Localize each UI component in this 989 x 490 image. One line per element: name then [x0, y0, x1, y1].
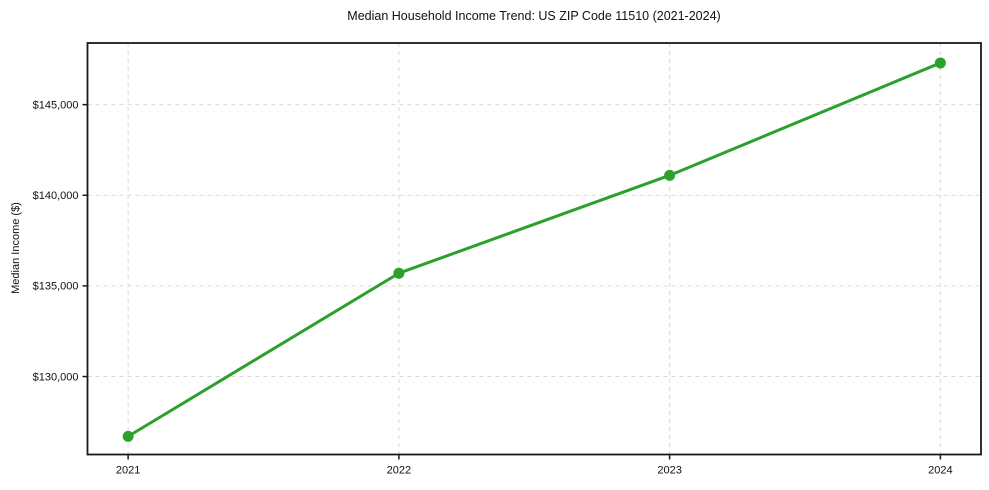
- x-tick-label: 2022: [387, 465, 411, 477]
- data-point-2021: [122, 430, 134, 442]
- data-point-2024: [934, 57, 946, 69]
- y-tick-label: $145,000: [33, 99, 79, 111]
- y-tick-label: $130,000: [33, 371, 79, 383]
- x-tick-label: 2024: [928, 465, 952, 477]
- y-tick-label: $140,000: [33, 190, 79, 202]
- plot-border: [86, 42, 982, 456]
- x-tick-label: 2021: [116, 465, 140, 477]
- data-point-2022: [393, 267, 405, 279]
- x-tick-label: 2023: [657, 465, 681, 477]
- data-point-2023: [664, 169, 676, 181]
- chart-title: Median Household Income Trend: US ZIP Co…: [347, 9, 721, 23]
- income-trend-line: [126, 61, 942, 438]
- y-tick-label: $135,000: [33, 281, 79, 293]
